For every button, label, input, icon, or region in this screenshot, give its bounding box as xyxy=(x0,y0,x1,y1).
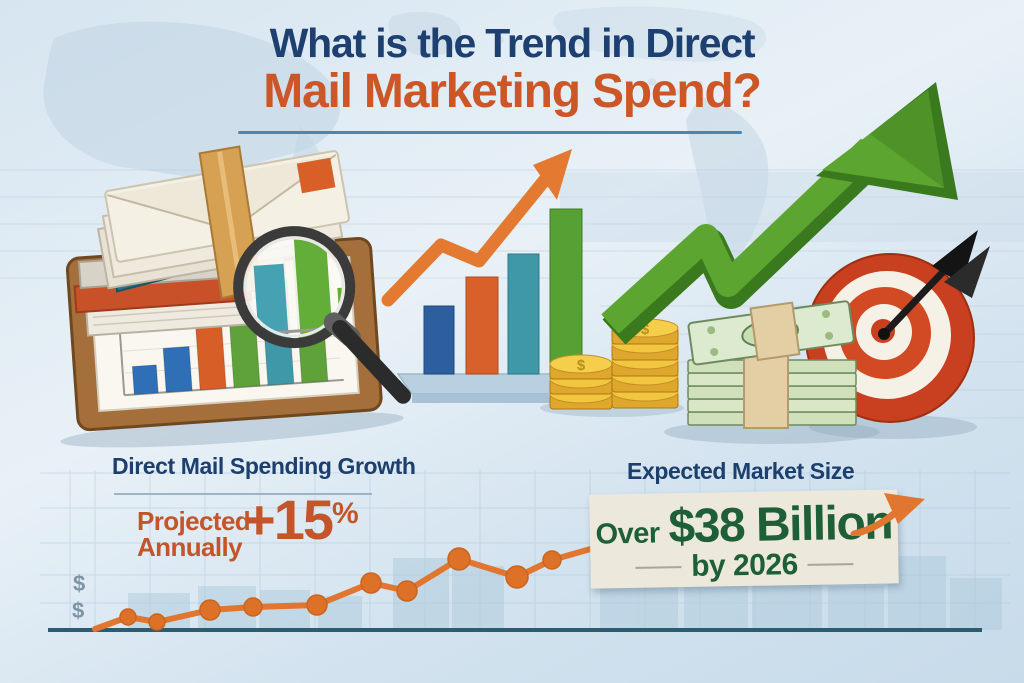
title-line-2: Mail Marketing Spend? xyxy=(263,65,762,118)
magnifier-handle xyxy=(332,319,412,404)
money-stack-icon xyxy=(687,300,857,429)
growth-value: +15 % xyxy=(243,491,359,549)
market-sub: by 2026 xyxy=(690,547,799,583)
growth-percent-unit: % xyxy=(332,497,359,530)
market-heading: Expected Market Size xyxy=(627,458,855,484)
growth-percent: +15 xyxy=(243,488,334,551)
dollar-sign-icon: $ xyxy=(577,357,586,374)
bar xyxy=(465,276,499,375)
bar xyxy=(507,253,540,375)
callout-arrow-icon xyxy=(850,493,925,536)
dash-left xyxy=(635,565,682,569)
page-title: What is the Trend in Direct Mail Marketi… xyxy=(0,20,1024,118)
market-lead: Over xyxy=(595,516,660,551)
dash-right xyxy=(807,562,854,566)
bar xyxy=(423,305,455,375)
right-market-illustration xyxy=(601,82,990,444)
clipboard-shadow xyxy=(60,412,404,448)
bar xyxy=(549,208,583,375)
growth-label-line2: Annually xyxy=(137,532,243,562)
money-shadow xyxy=(664,420,880,444)
title-underline xyxy=(238,131,742,134)
dollar-axis-label: $ xyxy=(72,598,85,623)
money-band xyxy=(743,355,789,429)
growth-heading: Direct Mail Spending Growth xyxy=(112,453,416,479)
bar xyxy=(162,346,193,393)
growth-label-line1: Projected xyxy=(137,506,251,536)
growth-divider xyxy=(114,493,372,495)
trend-line-icon xyxy=(92,545,597,632)
bottom-trend-chart xyxy=(40,470,1010,632)
trend-markers xyxy=(119,547,562,631)
bar xyxy=(131,364,159,396)
dollar-axis-label: $ xyxy=(73,571,86,596)
money-top-bundle xyxy=(687,300,855,366)
bar xyxy=(293,236,333,340)
stamp-icon xyxy=(296,157,336,194)
dollar-sign-icon: $ xyxy=(641,321,650,338)
growth-arrow-green-icon xyxy=(601,82,958,345)
growth-label: Projected Annually xyxy=(137,506,251,562)
bar xyxy=(195,325,227,391)
platform-front xyxy=(412,394,634,403)
title-line-1: What is the Trend in Direct xyxy=(269,20,756,66)
magnifier-icon xyxy=(233,226,412,404)
market-row-2: by 2026 xyxy=(635,547,854,585)
center-growth-chart-illustration: $ $ xyxy=(381,149,684,417)
growth-arrow-orange-icon xyxy=(381,149,572,307)
left-mail-audit-illustration xyxy=(60,145,412,448)
